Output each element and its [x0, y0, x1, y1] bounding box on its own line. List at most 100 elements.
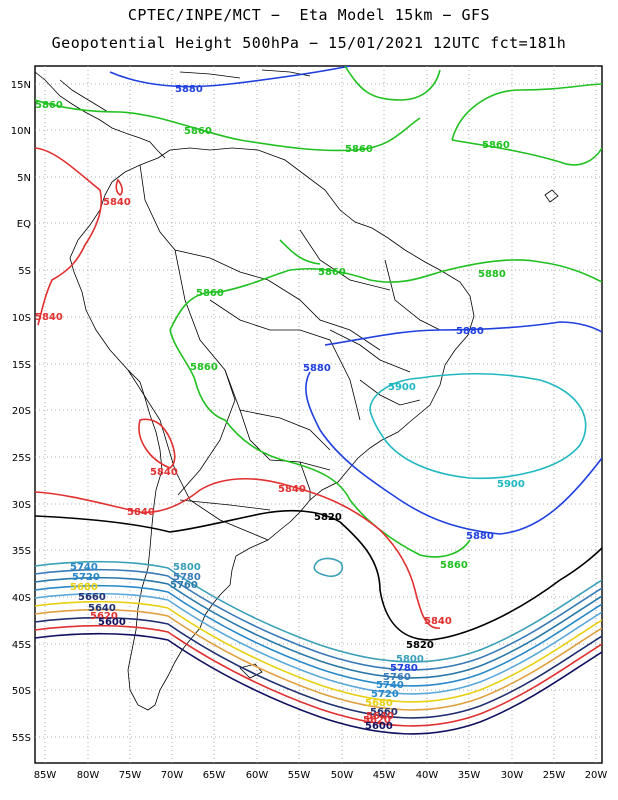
coastlines [35, 69, 559, 711]
contour-label: 5860 [196, 288, 224, 299]
contour-label: 5640 [88, 603, 116, 614]
contour-lines [35, 66, 602, 735]
coast-central-america [35, 71, 166, 159]
lat-tick-label: 20S [12, 406, 31, 417]
contour-5860-central [169, 259, 602, 331]
contour-label: 5660 [370, 707, 398, 718]
lat-tick-label: 5S [18, 266, 31, 277]
contour-5880-north-central [324, 321, 602, 346]
contour-label: 5860 [440, 560, 468, 571]
contour-label: 5880 [303, 363, 331, 374]
contour-label: 5860 [184, 126, 212, 137]
contour-label: 5900 [497, 479, 525, 490]
lat-tick-label: 40S [12, 593, 31, 604]
contour-label: 5680 [365, 698, 393, 709]
contour-label: 5600 [98, 617, 126, 628]
lat-tick-label: 55S [12, 733, 31, 744]
contour-label: 5880 [456, 326, 484, 337]
contour-label: 5620 [90, 611, 118, 622]
contour-5760 [35, 576, 602, 679]
contour-label: 5860 [190, 362, 218, 373]
lon-tick-label: 35W [458, 770, 481, 781]
lon-tick-label: 50W [331, 770, 354, 781]
lon-tick-label: 65W [203, 770, 226, 781]
contour-label: 5660 [78, 592, 106, 603]
contour-5740 [35, 584, 602, 687]
lon-tick-label: 45W [373, 770, 396, 781]
lon-tick-label: 70W [161, 770, 184, 781]
contour-label: 5860 [35, 100, 63, 111]
contour-label: 5780 [173, 572, 201, 583]
contour-label: 5860 [318, 267, 346, 278]
contour-label: 5820 [406, 640, 434, 651]
contour-label: 5900 [388, 382, 416, 393]
contour-5880-north [109, 66, 351, 88]
contour-label: 5740 [70, 562, 98, 573]
lon-tick-label: 30W [501, 770, 524, 781]
contour-label: 5600 [365, 721, 393, 732]
contour-5860-ne-2 [451, 139, 602, 166]
contour-label: 5740 [376, 680, 404, 691]
border-paraguay [239, 409, 331, 451]
contour-5840-northwest [35, 147, 103, 326]
border-uruguay [299, 461, 311, 500]
contour-5860-south [169, 329, 471, 558]
contour-5900 [369, 372, 587, 480]
contour-label: 5840 [278, 484, 306, 495]
border-argentina [179, 499, 271, 511]
lat-tick-label: 50S [12, 686, 31, 697]
contour-label: 5840 [424, 616, 452, 627]
contour-label: 5840 [127, 507, 155, 518]
contour-5880-central [305, 371, 602, 535]
lon-tick-label: 60W [246, 770, 269, 781]
lat-tick-label: 10S [12, 313, 31, 324]
contour-5620 [35, 632, 602, 735]
contour-5860-ne [451, 83, 602, 141]
contour-5800-loop [313, 557, 344, 578]
lon-tick-label: 25W [543, 770, 566, 781]
contour-label: 5880 [478, 269, 506, 280]
contour-label: 5840 [35, 312, 63, 323]
contour-5820 [35, 509, 602, 641]
contour-5640 [35, 624, 602, 727]
island [544, 189, 559, 203]
lat-tick-label: 15S [12, 360, 31, 371]
border-north [139, 164, 381, 351]
contour-5840-central [35, 477, 441, 629]
contour-5840-loop [138, 418, 176, 469]
coast-yucatan [59, 79, 109, 113]
contour-labels: 5880 5860 5860 5860 5860 5840 5860 5880 … [35, 84, 525, 732]
contour-label: 5720 [371, 689, 399, 700]
contour-5840-small [115, 178, 123, 197]
contour-5680 [35, 608, 602, 711]
lon-tick-label: 20W [585, 770, 608, 781]
map-title: CPTEC/INPE/MCT − Eta Model 15km − GFS [127, 6, 491, 24]
contour-label: 5720 [72, 572, 100, 583]
contour-label: 5840 [150, 467, 178, 478]
lat-tick-label: EQ [17, 219, 31, 230]
contour-label: 5880 [175, 84, 203, 95]
contour-label: 5800 [173, 562, 201, 573]
lon-tick-label: 75W [119, 770, 142, 781]
contour-5860-inner [279, 239, 321, 265]
map-frame [34, 65, 603, 764]
contour-5700 [35, 600, 602, 703]
island-falklands [239, 663, 263, 679]
contour-label: 5860 [345, 144, 373, 155]
contour-label: 5860 [482, 140, 510, 151]
map-subtitle: Geopotential Height 500hPa − 15/01/2021 … [51, 34, 567, 52]
contour-label: 5760 [170, 580, 198, 591]
border-bolivia [177, 369, 236, 496]
longitude-labels: 85W 80W 75W 70W 65W 60W 55W 50W 45W 40W 35W 30W 25W 2… [34, 770, 608, 781]
contour-label: 5780 [390, 663, 418, 674]
contour-label: 5680 [70, 582, 98, 593]
lat-tick-label: 45S [12, 640, 31, 651]
lat-tick-label: 5N [17, 173, 31, 184]
lon-tick-label: 85W [34, 770, 57, 781]
border-interior [209, 299, 361, 421]
lat-tick-label: 30S [12, 500, 31, 511]
border-brazil-states [329, 329, 421, 406]
contour-label: 5880 [466, 531, 494, 542]
latitude-labels: 15N 10N 5N EQ 5S 10S 15S 20S 25S 30S 35S 40S 45S 50S 5… [11, 80, 31, 744]
